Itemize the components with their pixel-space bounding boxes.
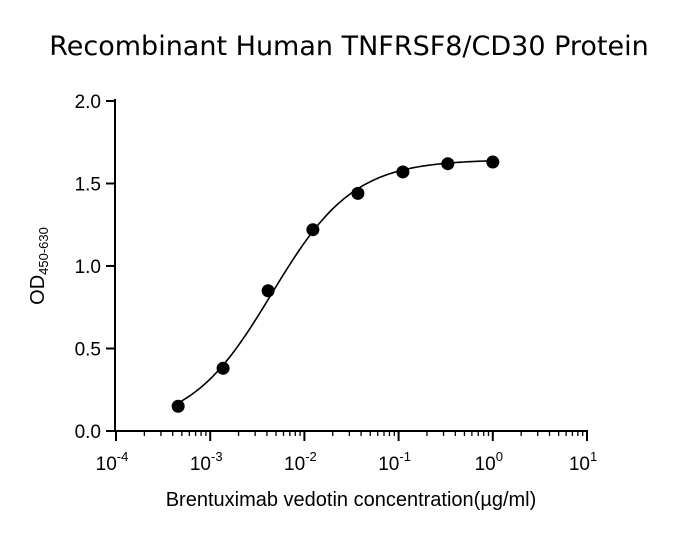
data-point (261, 284, 275, 298)
y-axis-label-main: OD (27, 275, 49, 305)
data-point (396, 165, 410, 179)
x-tick-label: 10-3 (190, 449, 223, 475)
y-tick-label: 2.0 (75, 92, 101, 113)
y-tick-label: 0.5 (75, 340, 101, 361)
y-axis: 0.0 0.5 1.0 1.5 2.0 (75, 92, 116, 443)
fit-curve (177, 159, 493, 404)
x-tick-label: 10-4 (96, 449, 129, 475)
x-axis: 10-4 10-3 10-2 10-1 100 101 (96, 430, 597, 475)
y-axis-label-subscript: 450-630 (36, 227, 51, 275)
y-axis-label: OD450-630 (27, 227, 51, 305)
x-tick-label: 10-1 (378, 449, 411, 475)
data-point (351, 186, 365, 200)
data-point (486, 155, 500, 169)
data-point (216, 361, 230, 375)
x-tick-label: 100 (475, 449, 503, 475)
y-tick-label: 0.0 (75, 422, 101, 443)
svg-text:OD450-630: OD450-630 (27, 227, 51, 305)
data-points (171, 155, 500, 413)
chart-title: Recombinant Human TNFRSF8/CD30 Protein (49, 31, 649, 62)
data-point (171, 399, 185, 413)
y-tick-label: 1.0 (75, 257, 101, 278)
data-point (306, 223, 320, 237)
y-tick-label: 1.5 (75, 175, 101, 196)
data-point (441, 157, 455, 171)
x-tick-label: 10-2 (284, 449, 317, 475)
x-axis-label: Brentuximab vedotin concentration(µg/ml) (166, 489, 537, 511)
x-tick-label: 101 (569, 449, 597, 475)
